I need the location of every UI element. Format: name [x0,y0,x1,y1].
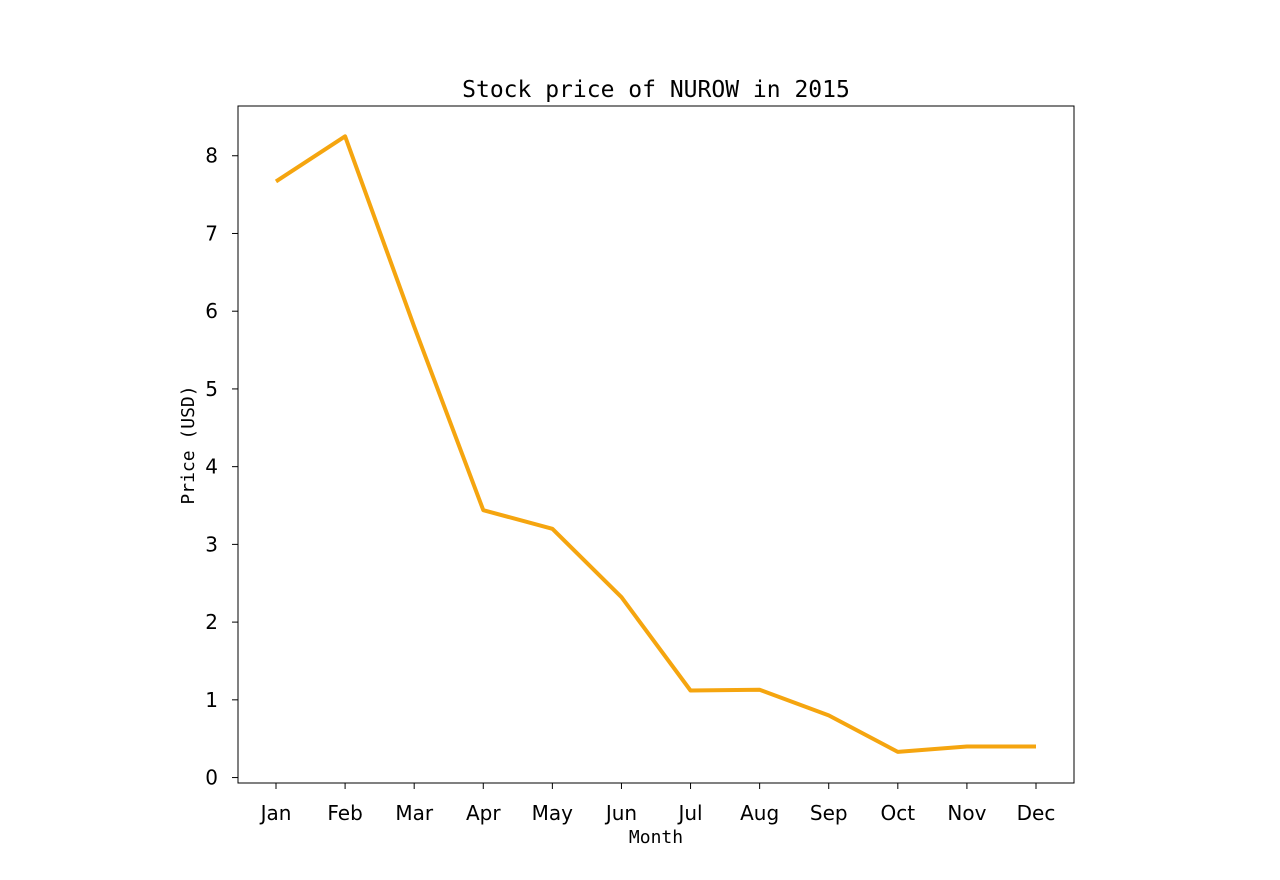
series-line-0 [274,134,1036,754]
x-tick-label: Oct [881,801,916,825]
x-tick-label: Nov [947,801,986,825]
y-tick-label: 1 [205,688,218,712]
y-tick-label: 2 [205,610,218,634]
x-tick-label: May [532,801,574,825]
y-tick-label: 0 [205,766,218,790]
y-tick-label: 5 [205,377,218,401]
plot-area-frame [237,105,1075,784]
x-tick-label: Sep [810,801,848,825]
x-tick-label: Feb [327,801,362,825]
x-axis: Jan Feb Mar Apr May Jun Jul Aug Sep Oct Nov Dec [259,783,1056,825]
x-tick-label: Jan [259,801,292,825]
x-tick-label: Apr [466,801,501,825]
x-tick-label: Jul [676,801,702,825]
x-tick-label: Aug [740,801,779,825]
y-tick-label: 7 [205,221,218,245]
y-tick-label: 6 [205,299,218,323]
y-tick-label: 4 [205,455,218,479]
x-tick-label: Mar [395,801,434,825]
y-axis-label: Price (USD) [178,385,199,504]
chart-title: Stock price of NUROW in 2015 [462,77,850,103]
y-axis: 0 1 2 3 4 5 6 7 8 [205,144,238,790]
y-tick-label: 8 [205,144,218,168]
series-group [274,134,1036,754]
x-axis-label: Month [629,827,683,848]
x-tick-label: Dec [1017,801,1056,825]
x-tick-label: Jun [604,801,637,825]
y-tick-label: 3 [205,532,218,556]
